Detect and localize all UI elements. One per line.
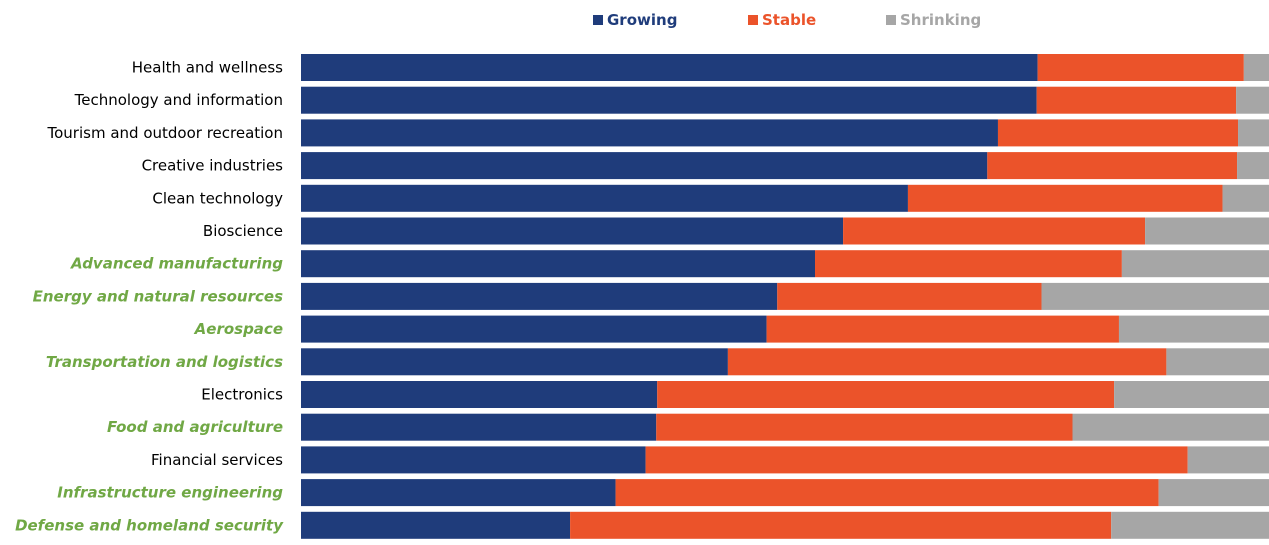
bar-segment-shrinking (1236, 86, 1269, 114)
bar-segment-growing (301, 217, 844, 245)
category-label: Technology and information (74, 91, 283, 109)
legend-label-stable: Stable (762, 11, 816, 29)
bar-segment-growing (301, 282, 778, 310)
legend-item-shrinking: Shrinking (886, 11, 981, 29)
bar-segment-stable (1036, 86, 1237, 114)
category-label: Tourism and outdoor recreation (47, 124, 284, 142)
legend-label-growing: Growing (607, 11, 677, 29)
category-label: Health and wellness (132, 59, 283, 77)
bar-segment-stable (656, 413, 1073, 441)
bar-segment-shrinking (1118, 315, 1269, 343)
category-label: Defense and homeland security (15, 516, 284, 534)
category-label: Aerospace (194, 320, 283, 338)
bar-segment-growing (301, 348, 728, 376)
bar-segment-growing (301, 184, 908, 212)
bar-segment-stable (570, 511, 1112, 539)
bar-segment-shrinking (1114, 381, 1269, 408)
bar-segment-shrinking (1243, 54, 1269, 81)
legend-label-shrinking: Shrinking (900, 11, 981, 29)
bar-segment-shrinking (1072, 413, 1269, 441)
category-label: Advanced manufacturing (70, 255, 283, 273)
category-label: Transportation and logistics (46, 353, 283, 371)
bar-segment-shrinking (1158, 479, 1269, 507)
category-label: Electronics (201, 386, 283, 404)
bar-segment-shrinking (1238, 119, 1269, 147)
category-label: Creative industries (142, 157, 284, 175)
bar-segment-shrinking (1121, 250, 1269, 278)
bar-segment-shrinking (1222, 184, 1269, 212)
bars (301, 54, 1269, 539)
legend: Growing Stable Shrinking (593, 11, 981, 29)
bar-segment-stable (777, 282, 1042, 310)
bar-segment-growing (301, 511, 571, 539)
bar-segment-shrinking (1187, 446, 1269, 474)
bar-segment-stable (907, 184, 1223, 212)
bar-segment-stable (1037, 54, 1244, 81)
bar-segment-stable (645, 446, 1188, 474)
bar-segment-shrinking (1145, 217, 1269, 245)
bar-segment-growing (301, 250, 816, 278)
legend-swatch-shrinking (886, 15, 896, 25)
bar-segment-stable (987, 152, 1238, 180)
bar-segment-growing (301, 381, 658, 408)
category-label: Bioscience (203, 222, 283, 240)
legend-swatch-stable (748, 15, 758, 25)
bar-segment-growing (301, 54, 1038, 81)
bar-segment-stable (997, 119, 1239, 147)
category-label: Infrastructure engineering (57, 484, 283, 502)
legend-item-stable: Stable (748, 11, 816, 29)
legend-swatch-growing (593, 15, 603, 25)
category-label: Clean technology (152, 189, 283, 207)
bar-segment-shrinking (1111, 511, 1269, 539)
bar-segment-growing (301, 315, 767, 343)
bar-segment-stable (615, 479, 1159, 507)
bar-segment-growing (301, 413, 657, 441)
legend-item-growing: Growing (593, 11, 677, 29)
bar-segment-growing (301, 152, 988, 180)
bar-segment-growing (301, 446, 646, 474)
bar-segment-shrinking (1237, 152, 1269, 180)
bar-segment-stable (766, 315, 1119, 343)
category-label: Financial services (151, 451, 283, 469)
bar-segment-shrinking (1041, 282, 1269, 310)
bar-segment-stable (727, 348, 1167, 376)
category-labels: Health and wellness Technology and inform… (15, 59, 284, 535)
bar-segment-stable (815, 250, 1122, 278)
bar-segment-stable (657, 381, 1115, 408)
bar-segment-growing (301, 119, 998, 147)
bar-segment-growing (301, 86, 1037, 114)
category-label: Food and agriculture (107, 418, 283, 436)
bar-segment-growing (301, 479, 616, 507)
bar-segment-shrinking (1166, 348, 1269, 376)
bar-segment-stable (843, 217, 1146, 245)
category-label: Energy and natural resources (33, 287, 283, 305)
